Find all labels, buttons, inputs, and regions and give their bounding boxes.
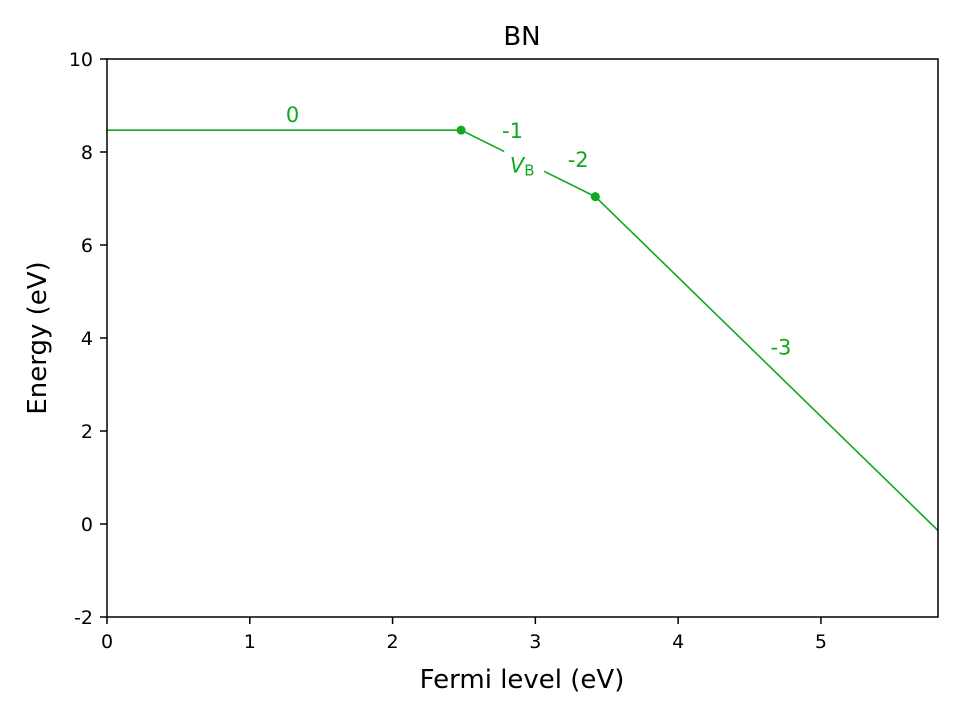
defect-label: VB [510,153,535,179]
charge-state-label: 0 [286,103,299,127]
y-tick-label: -2 [74,607,93,629]
y-tick-label: 8 [81,142,93,164]
y-tick-label: 10 [69,49,93,71]
x-axis: 0 1 2 3 4 5 [101,617,827,653]
x-tick-label: 4 [672,631,684,653]
x-tick-label: 5 [815,631,827,653]
defect-label-main: V [510,153,526,177]
plot-area: 0 -1 -2 -3 VB [107,103,939,532]
charge-state-label: -2 [568,148,589,172]
y-axis: -2 0 2 4 6 8 10 [69,49,107,629]
defect-label-gap [504,148,545,175]
x-tick-label: 3 [529,631,541,653]
chart-title: BN [503,22,540,52]
transition-point [456,125,466,135]
transition-point [590,192,600,202]
y-tick-label: 4 [81,328,93,350]
y-tick-label: 2 [81,421,93,443]
x-tick-label: 0 [101,631,113,653]
defect-label-subscript: B [524,161,534,179]
charge-state-label: -3 [770,335,791,359]
x-tick-label: 1 [244,631,256,653]
y-tick-label: 0 [81,514,93,536]
formation-energy-line [107,129,939,532]
x-tick-label: 2 [387,631,399,653]
charge-state-label: -1 [502,119,523,143]
x-axis-label: Fermi level (eV) [420,665,625,695]
y-axis-label: Energy (eV) [23,261,53,414]
y-tick-label: 6 [81,235,93,257]
